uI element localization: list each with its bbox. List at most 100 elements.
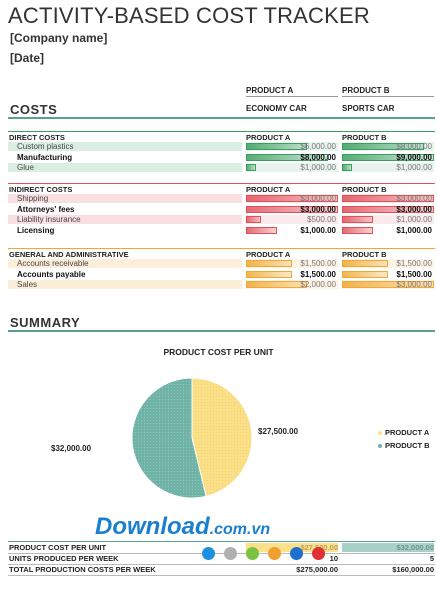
cost-row: Custom plastics [8, 142, 242, 151]
cost-value: $9,000.00 [396, 152, 432, 162]
legend-product-b: PRODUCT B [378, 441, 430, 450]
cost-row: Sales [8, 280, 242, 289]
cost-cell-product-b[interactable]: $1,000.00 [342, 215, 434, 224]
cost-row: Shipping [8, 194, 242, 203]
cost-cell-product-b[interactable]: $1,500.00 [342, 270, 434, 279]
legend-label-b: PRODUCT B [385, 441, 430, 450]
cost-cell-product-a[interactable]: $3,000.00 [246, 205, 338, 214]
data-bar [246, 226, 277, 234]
cost-cell-product-a[interactable]: $8,000.00 [246, 153, 338, 162]
cost-row-label[interactable]: Sales [17, 280, 38, 289]
cost-cell-product-a[interactable]: $2,000.00 [246, 280, 338, 289]
data-bar [342, 281, 434, 288]
watermark-suffix: .com.vn [209, 521, 271, 538]
data-bar [342, 260, 388, 267]
cost-row-label[interactable]: Licensing [17, 225, 55, 235]
cost-cell-product-b[interactable]: $1,500.00 [342, 259, 434, 268]
cost-cell-product-a[interactable]: $1,000.00 [246, 163, 338, 172]
cost-row-label[interactable]: Liability insurance [17, 215, 81, 224]
cost-cell-product-b[interactable]: $1,000.00 [342, 226, 434, 235]
watermark: Download.com.vn [95, 513, 270, 541]
cost-value: $3,000.00 [396, 194, 432, 203]
cost-cell-product-b[interactable]: $3,000.00 [342, 194, 434, 203]
cost-cell-product-b[interactable]: $8,000.00 [342, 142, 434, 151]
data-bar [246, 270, 292, 278]
cost-value: $1,000.00 [396, 225, 432, 235]
product-a-name[interactable]: ECONOMY CAR [246, 104, 307, 113]
watermark-dot [246, 547, 259, 560]
summary-value-a[interactable]: $275,000.00 [296, 565, 338, 574]
cost-cell-product-a[interactable]: $1,500.00 [246, 270, 338, 279]
cost-cell-product-a[interactable]: $500.00 [246, 215, 338, 224]
product-b-name[interactable]: SPORTS CAR [342, 104, 395, 113]
section-top-rule [8, 183, 435, 184]
data-bar [246, 216, 261, 223]
cost-cell-product-a[interactable]: $3,000.00 [246, 194, 338, 203]
legend-swatch-b [378, 443, 382, 448]
summary-row-rule [8, 553, 435, 554]
cost-row: Attorneys' fees [8, 205, 242, 214]
watermark-dot [290, 547, 303, 560]
summary-row-rule [8, 575, 435, 576]
costs-divider [8, 117, 435, 119]
cost-value: $8,000.00 [300, 152, 336, 162]
summary-row-label: PRODUCT COST PER UNIT [9, 543, 107, 552]
summary-value-b[interactable]: 5 [429, 554, 434, 563]
cost-cell-product-a[interactable]: $1,000.00 [246, 226, 338, 235]
watermark-dot [202, 547, 215, 560]
cost-row: Liability insurance [8, 215, 242, 224]
cost-cell-product-b[interactable]: $9,000.00 [342, 153, 434, 162]
cost-cell-product-a[interactable]: $6,000.00 [246, 142, 338, 151]
pie-slice-product-a [191, 377, 253, 497]
cost-value: $2,000.00 [300, 280, 336, 289]
cost-value: $1,000.00 [396, 163, 432, 172]
cost-row-label[interactable]: Attorneys' fees [17, 204, 75, 214]
cost-row-label[interactable]: Custom plastics [17, 142, 74, 151]
watermark-dot [224, 547, 237, 560]
cost-row: Glue [8, 163, 242, 172]
summary-value-b[interactable]: $32,000.00 [342, 543, 434, 552]
cost-row-label[interactable]: Accounts payable [17, 269, 86, 279]
data-bar [342, 164, 352, 171]
cost-value: $3,000.00 [300, 204, 336, 214]
product-a-header: PRODUCT A [246, 86, 294, 95]
cost-value: $1,500.00 [396, 269, 432, 279]
section-col-a: PRODUCT A [246, 133, 291, 142]
cost-value: $1,000.00 [300, 225, 336, 235]
section-col-b: PRODUCT B [342, 133, 387, 142]
cost-row: Accounts payable [8, 270, 242, 279]
section-top-rule [8, 248, 435, 249]
cost-row-label[interactable]: Shipping [17, 194, 49, 203]
cost-cell-product-b[interactable]: $1,000.00 [342, 163, 434, 172]
summary-row-rule [8, 564, 435, 565]
cost-cell-product-b[interactable]: $3,000.00 [342, 205, 434, 214]
data-bar [246, 205, 338, 213]
cost-value: $3,000.00 [396, 280, 432, 289]
report-date[interactable]: [Date] [10, 51, 45, 65]
summary-row-label: UNITS PRODUCED PER WEEK [9, 554, 119, 563]
company-name[interactable]: [Company name] [10, 31, 108, 45]
cost-value: $6,000.00 [300, 142, 336, 151]
data-bar [342, 143, 424, 150]
data-bar [342, 270, 388, 278]
cost-row-label[interactable]: Glue [17, 163, 34, 172]
section-heading: GENERAL AND ADMINISTRATIVE [9, 250, 129, 259]
cost-cell-product-b[interactable]: $3,000.00 [342, 280, 434, 289]
summary-value-b[interactable]: $160,000.00 [392, 565, 434, 574]
cost-cell-product-a[interactable]: $1,500.00 [246, 259, 338, 268]
cost-value: $500.00 [307, 215, 336, 224]
data-bar [246, 195, 338, 202]
data-bar [342, 216, 373, 223]
cost-row-label[interactable]: Accounts receivable [17, 259, 89, 268]
section-col-a: PRODUCT A [246, 185, 291, 194]
data-bar [342, 226, 373, 234]
summary-value-a[interactable]: 10 [329, 554, 338, 563]
cost-row-label[interactable]: Manufacturing [17, 152, 73, 162]
data-bar [246, 260, 292, 267]
chart-title: PRODUCT COST PER UNIT [163, 347, 274, 357]
watermark-dot [312, 547, 325, 560]
data-bar [246, 153, 328, 161]
pie-slice-product-b [131, 377, 207, 499]
cost-value: $1,500.00 [300, 269, 336, 279]
legend-label-a: PRODUCT A [385, 428, 430, 437]
